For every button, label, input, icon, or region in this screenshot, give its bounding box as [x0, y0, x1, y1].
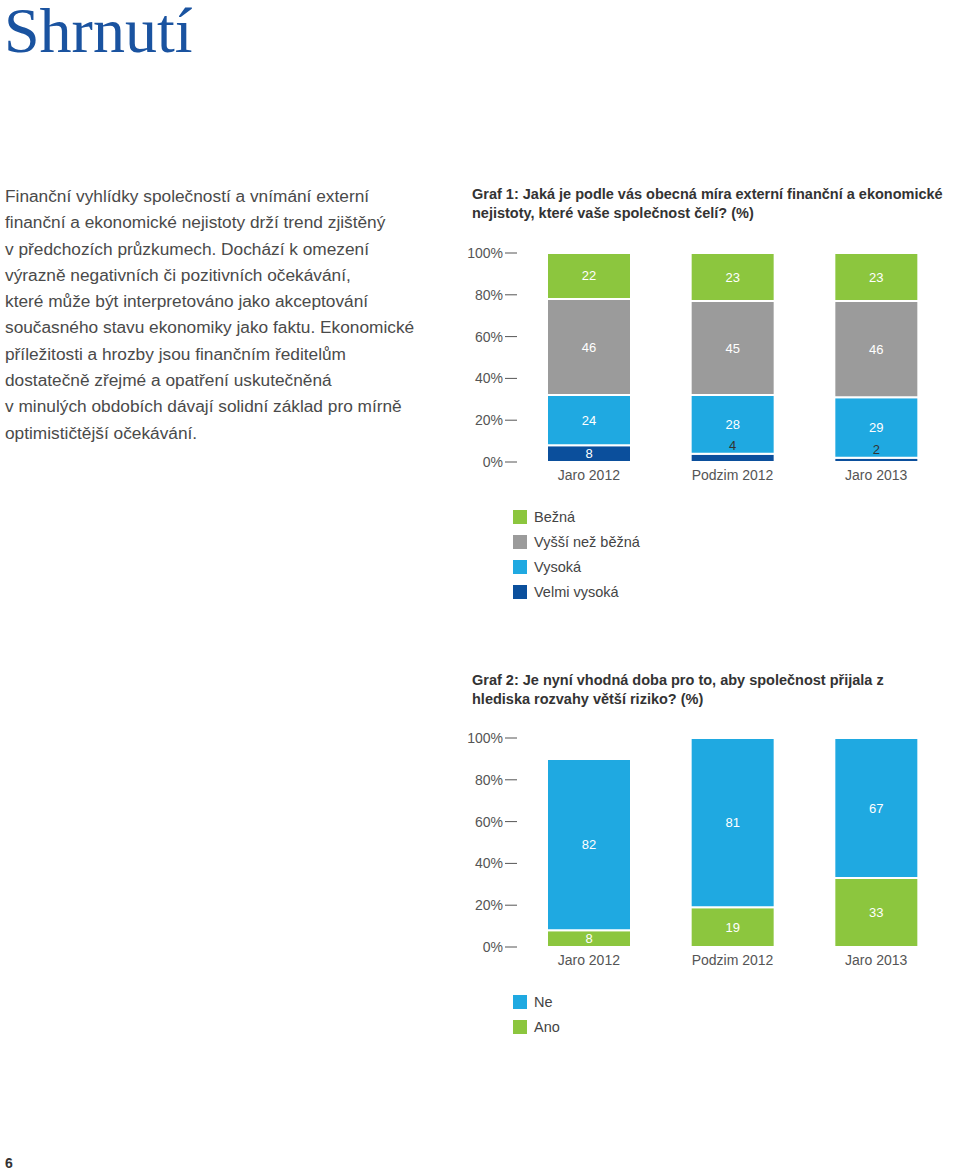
html-text:Graf 1: Jaká je podle vás obec: Graf 1: Jaká je podle vás obecná míra ex… — [472, 186, 943, 221]
html-text:v minulých obdobích dávají sol: v minulých obdobích dávají solidní zákla… — [5, 396, 402, 417]
svg-text:Jaro 2012: Jaro 2012 — [558, 952, 620, 968]
svg-text:28: 28 — [725, 417, 739, 432]
svg-text:23: 23 — [869, 270, 883, 285]
svg-text:20%: 20% — [475, 897, 503, 913]
html-text:Vyšší než běžná: Vyšší než běžná — [534, 533, 640, 550]
html-text:příležitosti a hrozby jsou fin: příležitosti a hrozby jsou finančním řed… — [5, 343, 346, 364]
svg-text:8: 8 — [585, 446, 592, 461]
svg-text:60%: 60% — [475, 329, 503, 345]
html-text:optimističtější očekávání.: optimističtější očekávání. — [5, 422, 198, 443]
svg-text:24: 24 — [582, 413, 596, 428]
html-text:Finanční vyhlídky společností: Finanční vyhlídky společností a vnímání … — [5, 186, 369, 206]
svg-text:60%: 60% — [475, 814, 503, 830]
svg-text:Jaro 2012: Jaro 2012 — [558, 467, 620, 483]
svg-text:40%: 40% — [475, 855, 503, 871]
svg-text:23: 23 — [725, 270, 739, 285]
html-text:Ne: Ne — [534, 993, 553, 1010]
html-text:výrazně negativních či pozitiv: výrazně negativních či pozitivních očeká… — [5, 264, 351, 285]
svg-text:45: 45 — [725, 341, 739, 356]
svg-text:67: 67 — [869, 801, 883, 816]
svg-text:4: 4 — [729, 438, 736, 453]
html-text:finanční a ekonomické nejistot: finanční a ekonomické nejistoty drží tre… — [5, 212, 386, 233]
html-text:Graf 2: Je nyní vhodná doba pr: Graf 2: Je nyní vhodná doba pro to, aby … — [472, 672, 884, 707]
html-text:Vysoká: Vysoká — [534, 558, 581, 575]
svg-text:100%: 100% — [467, 245, 503, 261]
svg-text:8: 8 — [585, 931, 592, 946]
svg-text:2: 2 — [873, 442, 880, 457]
svg-text:81: 81 — [725, 815, 739, 830]
svg-text:33: 33 — [869, 905, 883, 920]
svg-text:0%: 0% — [483, 454, 503, 470]
svg-text:82: 82 — [582, 837, 596, 852]
svg-text:40%: 40% — [475, 370, 503, 386]
svg-text:80%: 80% — [475, 287, 503, 303]
html-text:dostatečně zřejmé a opatření u: dostatečně zřejmé a opatření uskutečněná — [5, 370, 332, 391]
html-text:6: 6 — [5, 1155, 13, 1171]
html-text:které může být interpretováno: které může být interpretováno jako akcep… — [5, 291, 369, 312]
svg-text:Podzim 2012: Podzim 2012 — [692, 952, 774, 968]
html-text:Velmi vysoká: Velmi vysoká — [534, 583, 619, 600]
svg-text:0%: 0% — [483, 939, 503, 955]
svg-text:46: 46 — [582, 340, 596, 355]
html-text:současného stavu ekonomiky jak: současného stavu ekonomiky jako faktu. E… — [5, 317, 415, 338]
svg-text:80%: 80% — [475, 772, 503, 788]
html-text:v předchozích průzkumech. Doch: v předchozích průzkumech. Dochází k omez… — [5, 238, 369, 259]
svg-text:Podzim 2012: Podzim 2012 — [692, 467, 774, 483]
svg-text:19: 19 — [725, 920, 739, 935]
svg-text:Jaro 2013: Jaro 2013 — [845, 467, 907, 483]
svg-text:46: 46 — [869, 342, 883, 357]
html-text:Bežná: Bežná — [534, 508, 576, 525]
svg-text:20%: 20% — [475, 412, 503, 428]
html-text:Ano: Ano — [534, 1018, 560, 1035]
svg-text:100%: 100% — [467, 730, 503, 746]
svg-text:22: 22 — [582, 268, 596, 283]
svg-text:29: 29 — [869, 420, 883, 435]
svg-text:Jaro 2013: Jaro 2013 — [845, 952, 907, 968]
